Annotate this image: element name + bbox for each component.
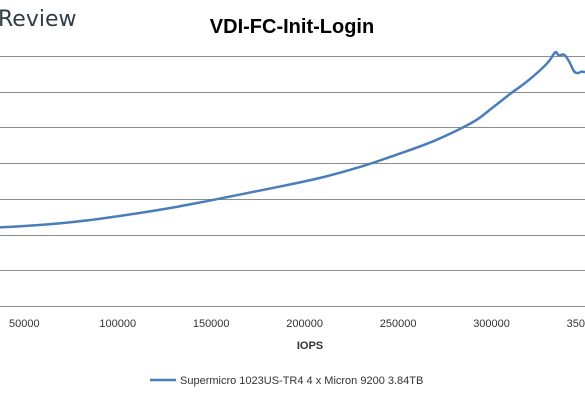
series-line-0 <box>0 52 585 227</box>
x-tick-label-4: 250000 <box>380 318 417 330</box>
x-tick-label-3: 200000 <box>286 318 323 330</box>
x-tick-label-2: 150000 <box>193 318 230 330</box>
x-tick-label-5: 300000 <box>473 318 510 330</box>
chart-title: VDI-FC-Init-Login <box>210 16 374 38</box>
legend-entry-label: Supermicro 1023US-TR4 4 x Micron 9200 3.… <box>180 375 423 387</box>
series-group <box>0 52 585 227</box>
brand-text: Review <box>0 7 77 32</box>
x-tick-label-1: 100000 <box>99 318 136 330</box>
x-axis-ticks: 50000 100000 150000 200000 250000 300000 35000… <box>9 318 585 330</box>
x-tick-label-6: 350000 <box>567 318 585 330</box>
gridlines <box>0 57 585 307</box>
legend: Supermicro 1023US-TR4 4 x Micron 9200 3.… <box>150 375 423 387</box>
x-axis-label: IOPS <box>297 340 323 352</box>
x-tick-label-0: 50000 <box>9 318 40 330</box>
